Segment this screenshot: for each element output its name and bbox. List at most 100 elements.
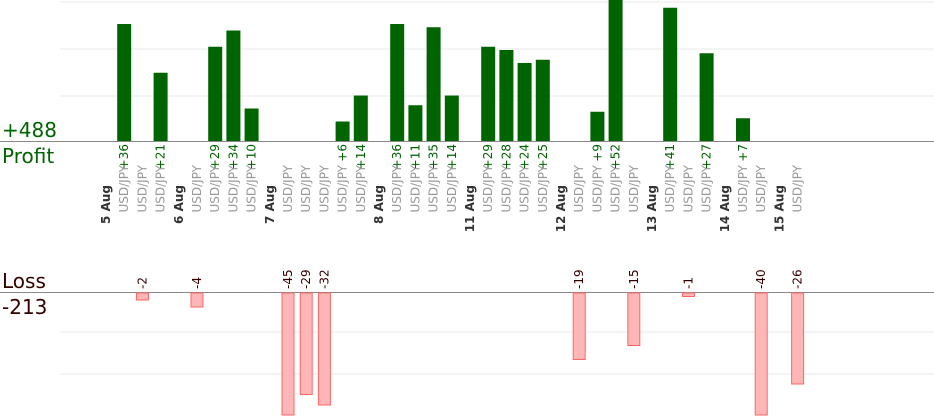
- profit-bar: [390, 24, 405, 141]
- profit-value-label: +36: [390, 144, 404, 169]
- profit-value-label: +41: [663, 144, 677, 169]
- pair-label: USD/JPY: [590, 164, 604, 212]
- profit-bar: [481, 46, 496, 141]
- loss-bar: [681, 292, 695, 297]
- profit-value-label: +29: [481, 144, 495, 169]
- gridlines: [60, 1, 934, 375]
- pair-label: USD/JPY: [791, 164, 805, 212]
- profit-value-label: +28: [499, 144, 513, 169]
- pair-label: USD/JPY: [135, 164, 149, 212]
- profit-bar: [590, 111, 605, 141]
- date-label: 15 Aug: [772, 185, 786, 232]
- loss-bar: [135, 292, 149, 301]
- profit-value-label: +6: [336, 144, 350, 162]
- pair-label: USD/JPY: [408, 164, 422, 212]
- profit-bar: [663, 7, 678, 141]
- pair-label: USD/JPY: [154, 164, 168, 212]
- pair-label: USD/JPY: [190, 164, 204, 212]
- date-label: 14 Aug: [718, 185, 732, 232]
- profit-bar: [535, 59, 550, 141]
- profit-bar: [517, 63, 532, 141]
- profit-value-label: +36: [117, 144, 131, 169]
- profit-bar: [408, 105, 423, 141]
- profit-value-label: +24: [518, 144, 532, 169]
- loss-bar: [572, 292, 586, 360]
- profit-value-label: +9: [590, 144, 604, 162]
- pair-label: USD/JPY: [390, 164, 404, 212]
- profit-bar: [736, 118, 750, 141]
- profit-bar: [499, 50, 514, 141]
- pair-label: USD/JPY: [499, 164, 513, 212]
- loss-value-label: -45: [281, 269, 295, 289]
- profit-value-label: +11: [408, 144, 422, 169]
- profit-bar: [335, 121, 350, 141]
- loss-value-label: -32: [317, 269, 331, 289]
- pair-label: USD/JPY: [700, 164, 714, 212]
- loss-value-label: -19: [572, 269, 586, 289]
- pair-label: USD/JPY: [627, 164, 641, 212]
- loss-value-label: -40: [754, 269, 768, 289]
- profit-value-label: +7: [736, 144, 750, 162]
- profit-bar: [244, 108, 259, 141]
- profit-value-label: +21: [154, 144, 168, 169]
- profit-value-label: +52: [609, 144, 623, 169]
- date-label: 8 Aug: [372, 185, 386, 224]
- pair-label: USD/JPY: [317, 164, 331, 212]
- profit-bar: [153, 72, 168, 141]
- pair-label: USD/JPY: [572, 164, 586, 212]
- profit-value-label: +25: [536, 144, 550, 169]
- profit-value-label: +29: [208, 144, 222, 169]
- loss-bar: [754, 292, 768, 416]
- pair-label: USD/JPY: [354, 164, 368, 212]
- loss-bar: [190, 292, 204, 308]
- date-label: 6 Aug: [172, 185, 186, 224]
- profit-bar: [117, 24, 132, 141]
- profit-bar: [608, 0, 623, 141]
- loss-bar: [317, 292, 331, 406]
- loss-bar: [791, 292, 805, 385]
- pair-label: USD/JPY: [245, 164, 259, 212]
- profit-value-label: +14: [354, 144, 368, 169]
- profit-bar: [444, 95, 459, 141]
- loss-bar: [281, 292, 295, 416]
- loss-value-label: -26: [791, 269, 805, 289]
- loss-label: Loss: [2, 269, 46, 293]
- loss-value-label: -15: [627, 269, 641, 289]
- pair-label: USD/JPY: [299, 164, 313, 212]
- loss-value-label: -29: [299, 269, 313, 289]
- profit-bar: [353, 95, 368, 141]
- pair-label: USD/JPY: [336, 164, 350, 212]
- profit-value-label: +14: [445, 144, 459, 169]
- pair-label: USD/JPY: [481, 164, 495, 212]
- profit-value-label: +34: [226, 144, 240, 169]
- profit-label: Profit: [2, 144, 54, 168]
- profit-bar: [426, 27, 441, 141]
- date-label: 5 Aug: [99, 185, 113, 224]
- pair-label: USD/JPY: [427, 164, 441, 212]
- pair-label: USD/JPY: [208, 164, 222, 212]
- loss-value-label: -4: [190, 277, 204, 289]
- date-label: 12 Aug: [554, 185, 568, 232]
- pair-label: USD/JPY: [536, 164, 550, 212]
- date-label: 7 Aug: [263, 185, 277, 224]
- profit-bar: [208, 46, 223, 141]
- profit-value-label: +10: [245, 144, 259, 169]
- baselines: [0, 141, 934, 293]
- date-label: 13 Aug: [645, 185, 659, 232]
- loss-bar: [627, 292, 641, 346]
- profit-value-label: +27: [700, 144, 714, 169]
- pair-label: USD/JPY: [681, 164, 695, 212]
- pair-label: USD/JPY: [609, 164, 623, 212]
- loss-bar: [299, 292, 313, 395]
- pair-label: USD/JPY: [663, 164, 677, 212]
- pair-label: USD/JPY: [117, 164, 131, 212]
- profit-bar: [699, 53, 714, 141]
- pair-label: USD/JPY: [226, 164, 240, 212]
- pair-label: USD/JPY: [518, 164, 532, 212]
- pair-label: USD/JPY: [445, 164, 459, 212]
- profit-total: +488: [2, 118, 57, 142]
- pair-label: USD/JPY: [281, 164, 295, 212]
- pair-label: USD/JPY: [736, 164, 750, 212]
- loss-total: -213: [2, 295, 47, 319]
